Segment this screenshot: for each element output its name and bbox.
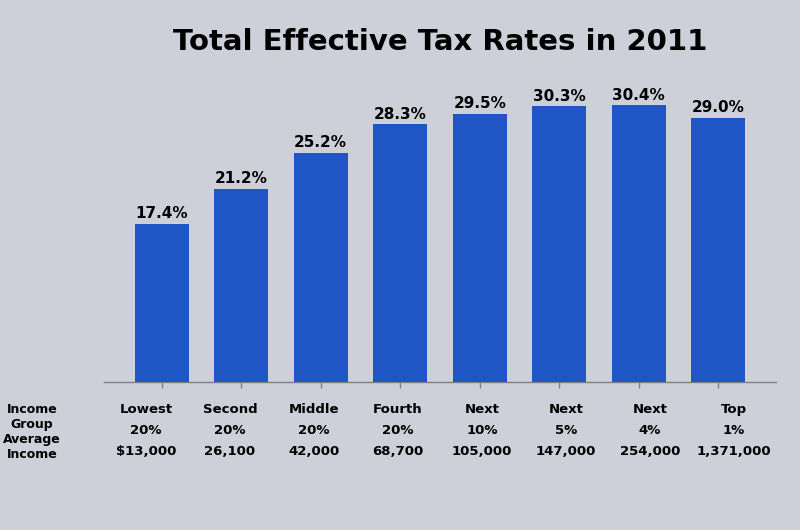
- Text: 254,000: 254,000: [620, 445, 680, 458]
- Text: 68,700: 68,700: [372, 445, 424, 458]
- Text: 29.0%: 29.0%: [692, 100, 745, 116]
- Text: Next: Next: [633, 403, 667, 416]
- Text: 30.3%: 30.3%: [533, 89, 586, 103]
- Bar: [214, 189, 268, 382]
- Text: 29.5%: 29.5%: [454, 96, 506, 111]
- Text: 30.4%: 30.4%: [613, 87, 666, 103]
- Bar: [373, 125, 427, 382]
- Bar: [691, 118, 746, 382]
- Text: $13,000: $13,000: [116, 445, 176, 458]
- Text: 20%: 20%: [130, 424, 162, 437]
- Text: 28.3%: 28.3%: [374, 107, 426, 122]
- Text: Middle: Middle: [289, 403, 339, 416]
- Text: Second: Second: [202, 403, 258, 416]
- Bar: [532, 107, 586, 382]
- Bar: [453, 113, 507, 382]
- Text: 21.2%: 21.2%: [214, 171, 267, 186]
- Text: 5%: 5%: [555, 424, 577, 437]
- Bar: [294, 153, 348, 382]
- Bar: [134, 224, 189, 382]
- Text: 42,000: 42,000: [288, 445, 340, 458]
- Text: 1%: 1%: [723, 424, 745, 437]
- Text: 147,000: 147,000: [536, 445, 596, 458]
- Text: Fourth: Fourth: [373, 403, 423, 416]
- Text: 20%: 20%: [298, 424, 330, 437]
- Text: Income
Group
Average
Income: Income Group Average Income: [3, 403, 61, 461]
- Text: Next: Next: [549, 403, 583, 416]
- Text: 105,000: 105,000: [452, 445, 512, 458]
- Text: Next: Next: [465, 403, 499, 416]
- Text: 10%: 10%: [466, 424, 498, 437]
- Text: 25.2%: 25.2%: [294, 135, 347, 150]
- Text: 1,371,000: 1,371,000: [697, 445, 771, 458]
- Bar: [612, 105, 666, 382]
- Text: 4%: 4%: [639, 424, 661, 437]
- Text: 17.4%: 17.4%: [135, 206, 188, 221]
- Title: Total Effective Tax Rates in 2011: Total Effective Tax Rates in 2011: [173, 28, 707, 56]
- Text: 20%: 20%: [382, 424, 414, 437]
- Text: Top: Top: [721, 403, 747, 416]
- Text: 26,100: 26,100: [205, 445, 255, 458]
- Text: Lowest: Lowest: [119, 403, 173, 416]
- Text: 20%: 20%: [214, 424, 246, 437]
